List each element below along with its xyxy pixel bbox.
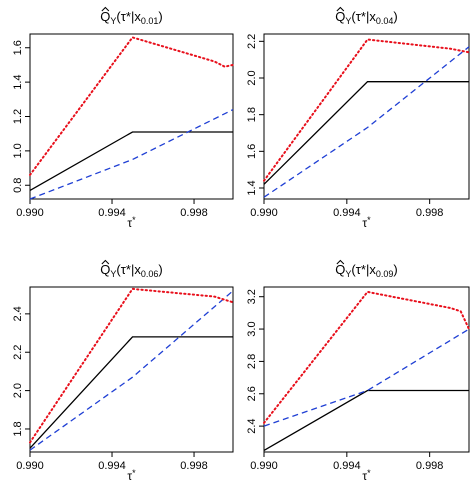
title-argsub: 0.06 (141, 269, 159, 279)
x-tick-label: 0.998 (416, 207, 444, 219)
x-tick-label: 0.994 (333, 207, 361, 219)
x-axis-label-base: τ (127, 469, 132, 483)
series-line-dotted (263, 38, 470, 182)
x-axis-label-sup: * (367, 215, 371, 225)
series-line-solid (29, 336, 233, 449)
x-axis-label-sup: * (132, 215, 136, 225)
x-tick-label: 0.998 (180, 207, 208, 219)
title-arg: (τ*|x (351, 262, 376, 277)
title-sub: Y (110, 16, 116, 26)
chart-panel-1: 0.990 0.994 0.998 0.8 1.0 1.2 1.4 1.6 QY(τ*|x0.0… (12, 6, 234, 230)
x-tick-label: 0.998 (416, 460, 444, 472)
x-axis-label-sup: * (367, 468, 371, 478)
title-argsub: 0.04 (376, 16, 394, 26)
x-tick-label: 0.994 (98, 460, 126, 472)
y-tick-label: 2.6 (246, 386, 258, 401)
title-close: ) (158, 262, 162, 277)
panel-title: QY(τ*|x0.06) (100, 262, 162, 279)
series-line-dashed (29, 109, 234, 200)
panel-title: QY(τ*|x0.01) (100, 9, 162, 26)
hat-accent-icon (336, 259, 345, 265)
y-tick-label: 3.0 (246, 321, 258, 336)
x-axis-label: τ* (362, 468, 371, 483)
y-tick-label: 1.8 (12, 421, 24, 436)
x-axis-label: τ* (362, 215, 371, 230)
x-tick-label: 0.990 (250, 207, 278, 219)
chart-panel-4: 0.990 0.994 0.998 2.4 2.6 2.8 3.0 3.2 QY(τ*|x0.0… (246, 259, 470, 483)
x-tick-label: 0.994 (98, 207, 126, 219)
series-line-dashed (263, 328, 470, 427)
title-sub: Y (345, 16, 351, 26)
hat-accent-icon (101, 259, 110, 265)
title-sub: Y (345, 269, 351, 279)
title-argsub: 0.09 (376, 269, 394, 279)
title-arg: (τ*|x (351, 9, 376, 24)
y-tick-label: 1.0 (12, 143, 24, 158)
y-tick-label: 2.4 (246, 418, 258, 433)
series-line-dotted (29, 287, 234, 444)
x-tick-label: 0.990 (250, 460, 278, 472)
title-close: ) (393, 9, 397, 24)
title-close: ) (393, 262, 397, 277)
y-tick-label: 1.6 (246, 144, 258, 159)
x-tick-label: 0.990 (16, 207, 44, 219)
panel-title: QY(τ*|x0.09) (335, 262, 397, 279)
y-tick-label: 1.4 (12, 74, 24, 89)
hat-accent-icon (101, 6, 110, 12)
x-axis-label-sup: * (132, 468, 136, 478)
series-line-solid (263, 81, 469, 185)
x-tick-label: 0.990 (16, 460, 44, 472)
title-main: Q (100, 262, 110, 277)
y-tick-label: 2.8 (246, 354, 258, 369)
x-tick-label: 0.998 (180, 460, 208, 472)
y-tick-label: 2.4 (12, 306, 24, 321)
series-line-dashed (29, 290, 234, 451)
series-line-dotted (263, 290, 470, 424)
y-tick-label: 1.4 (246, 180, 258, 195)
title-main: Q (335, 9, 345, 24)
x-axis-label-base: τ (127, 216, 132, 230)
chart-panel-2: 0.990 0.994 0.998 1.4 1.6 1.8 2.0 2.2 QY(τ*|x0.0… (246, 6, 470, 230)
series-line-solid (29, 131, 233, 191)
y-tick-label: 1.6 (12, 40, 24, 55)
title-arg: (τ*|x (116, 262, 141, 277)
hat-accent-icon (336, 6, 345, 12)
series-line-dashed (263, 46, 470, 198)
chart-panel-3: 0.990 0.994 0.998 1.8 2.0 2.2 2.4 QY(τ*|x0.06) τ… (12, 259, 234, 483)
plot-frame (29, 286, 234, 453)
title-argsub: 0.01 (141, 16, 159, 26)
plot-frame (263, 286, 470, 453)
y-tick-label: 0.8 (12, 178, 24, 193)
x-axis-label: τ* (127, 215, 136, 230)
panel-title: QY(τ*|x0.04) (335, 9, 397, 26)
y-tick-label: 2.0 (12, 383, 24, 398)
x-axis-label: τ* (127, 468, 136, 483)
title-main: Q (100, 9, 110, 24)
title-arg: (τ*|x (116, 9, 141, 24)
title-main: Q (335, 262, 345, 277)
title-sub: Y (110, 269, 116, 279)
plot-frame (263, 33, 470, 200)
x-axis-label-base: τ (362, 216, 367, 230)
title-close: ) (158, 9, 162, 24)
y-tick-label: 3.2 (246, 289, 258, 304)
x-tick-label: 0.994 (333, 460, 361, 472)
y-tick-label: 2.2 (12, 345, 24, 360)
y-tick-label: 2.0 (246, 70, 258, 85)
y-tick-label: 1.8 (246, 107, 258, 122)
y-tick-label: 1.2 (12, 109, 24, 124)
series-line-dotted (29, 36, 234, 176)
y-tick-label: 2.2 (246, 34, 258, 49)
series-line-solid (263, 389, 469, 451)
x-axis-label-base: τ (362, 469, 367, 483)
